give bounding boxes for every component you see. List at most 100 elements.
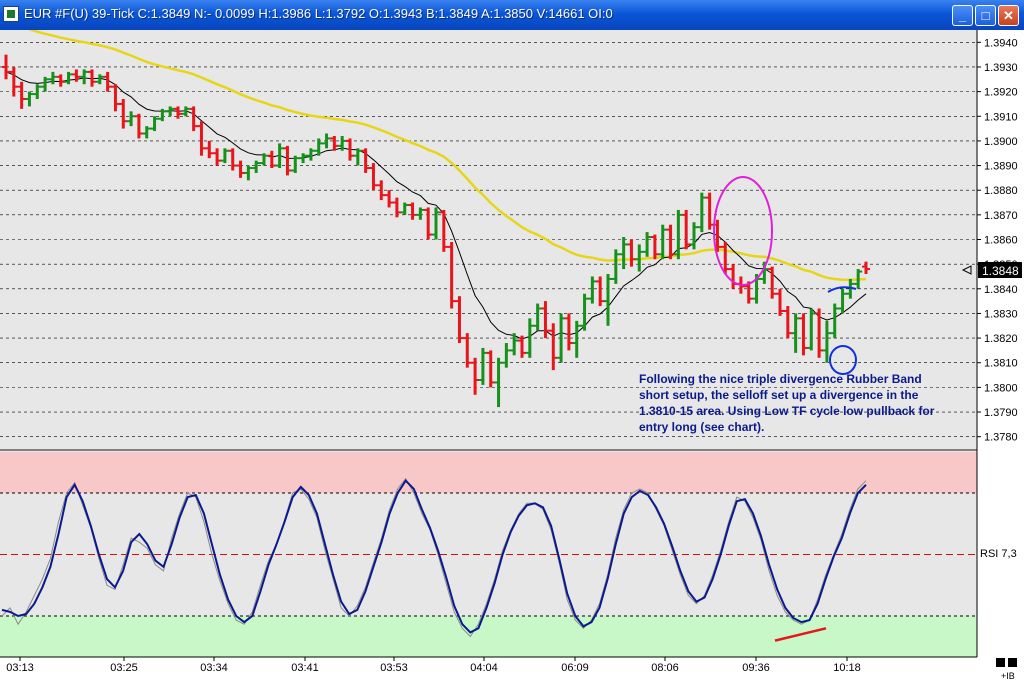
rsi-divergence-line — [774, 627, 827, 642]
price-bar — [252, 160, 261, 173]
price-bar — [283, 145, 292, 176]
price-bar — [228, 148, 237, 171]
price-tick-label: 1.3790 — [984, 407, 1018, 419]
price-bar — [541, 301, 550, 339]
time-axis-ticks: 03:13 03:25 03:34 03:41 03:53 04:04 06:09 08:06… — [6, 657, 861, 674]
price-bar — [478, 347, 487, 385]
price-bar — [260, 153, 268, 166]
window-titlebar[interactable]: EUR #F(U) 39-Tick C:1.3849 N:- 0.0099 H:… — [0, 0, 1024, 30]
price-bar — [807, 308, 816, 351]
time-tick-label: 03:25 — [110, 662, 138, 674]
price-bar — [119, 99, 128, 129]
price-bar — [17, 81, 26, 109]
rsi-fast-line — [1, 477, 867, 638]
price-bar — [525, 318, 534, 358]
price-axis-ticks: 1.3940 1.3930 1.3920 1.3910 1.3900 1.3890 1.38… — [977, 37, 1018, 444]
annotation-line: Following the nice triple divergence Rub… — [639, 372, 922, 386]
price-bar — [166, 106, 175, 117]
price-bar — [580, 293, 589, 331]
rsi-label: RSI 7,3 — [980, 548, 1017, 560]
chart-area[interactable]: 1.3940 1.3930 1.3920 1.3910 1.3900 1.3890 1.38… — [0, 30, 1024, 691]
annotation-line: short setup, the selloff set up a diverg… — [639, 388, 919, 402]
price-bar — [127, 111, 136, 127]
price-bar — [533, 303, 542, 331]
divergence-highlight-circle — [713, 176, 773, 286]
price-bars — [2, 54, 870, 408]
price-bar — [205, 140, 214, 159]
price-bar — [674, 209, 683, 260]
time-tick-label: 06:09 — [561, 662, 589, 674]
price-bar — [455, 296, 464, 344]
close-button[interactable]: ✕ — [998, 5, 1019, 26]
price-bar — [361, 148, 370, 173]
price-bar — [690, 222, 698, 250]
maximize-button[interactable]: □ — [975, 5, 996, 26]
price-tick-label: 1.3820 — [984, 333, 1018, 345]
price-bar — [142, 126, 151, 139]
price-bar — [635, 244, 644, 272]
price-bar — [432, 207, 440, 240]
price-bar — [48, 71, 57, 85]
time-tick-label: 03:53 — [380, 662, 408, 674]
price-bar — [619, 237, 628, 270]
price-bar — [72, 69, 81, 82]
price-bar — [236, 160, 245, 178]
corner-square-2[interactable] — [1008, 658, 1017, 667]
axis-bg — [977, 30, 1024, 691]
time-tick-label: 03:34 — [200, 662, 228, 674]
price-tick-label: 1.3890 — [984, 161, 1018, 173]
corner-label[interactable]: +IB — [1001, 671, 1015, 681]
price-bar — [611, 249, 620, 284]
price-bar — [174, 106, 182, 119]
price-bar — [275, 143, 284, 169]
price-bar — [518, 335, 526, 358]
time-tick-label: 03:41 — [291, 662, 319, 674]
price-bar — [346, 138, 354, 161]
entry-pullback-marker — [827, 286, 857, 293]
price-bar — [783, 306, 792, 339]
price-bar — [791, 313, 800, 353]
minimize-button[interactable]: _ — [952, 5, 973, 26]
annotation-line: 1.3810-15 area. Using Low TF cycle low p… — [639, 404, 935, 418]
price-bar — [400, 202, 409, 215]
price-bar — [33, 84, 42, 100]
price-bar — [588, 276, 597, 304]
price-bar — [158, 108, 167, 122]
price-bar — [189, 106, 198, 132]
price-bar — [721, 241, 730, 275]
price-bar — [799, 313, 808, 356]
price-bar — [838, 288, 847, 314]
rsi-slow-line — [1, 479, 867, 634]
app-icon[interactable] — [3, 6, 19, 22]
price-bar — [494, 357, 503, 408]
price-bar — [596, 276, 605, 307]
corner-square-1[interactable] — [996, 658, 1005, 667]
annotation-line: entry long (see chart). — [639, 420, 765, 434]
price-bar — [471, 357, 480, 395]
annotation-note: Following the nice triple divergence Rub… — [639, 371, 969, 435]
last-price-badge — [978, 262, 1022, 278]
price-bar — [564, 313, 573, 351]
price-bar — [416, 207, 425, 220]
price-bar — [768, 266, 777, 299]
rsi-gridlines — [0, 492, 977, 617]
price-bar — [854, 269, 863, 289]
price-bar — [306, 148, 315, 161]
price-bar — [80, 69, 89, 85]
price-bar — [572, 320, 581, 358]
price-bar — [95, 74, 104, 85]
price-bar — [486, 350, 495, 388]
price-tick-label: 1.3910 — [984, 111, 1018, 123]
price-bar — [776, 288, 784, 316]
price-bar — [604, 274, 612, 326]
price-tick-label: 1.3840 — [984, 284, 1018, 296]
price-bar — [822, 320, 831, 363]
last-price-marker-arrow — [961, 265, 972, 275]
price-bar — [682, 209, 691, 250]
price-bar — [299, 153, 308, 164]
price-bar — [705, 192, 714, 230]
last-price-label: 1.3848 — [982, 264, 1019, 278]
price-tick-label: 1.3800 — [984, 382, 1018, 394]
overbought-zone — [0, 452, 977, 493]
time-axis-bg — [0, 657, 977, 691]
